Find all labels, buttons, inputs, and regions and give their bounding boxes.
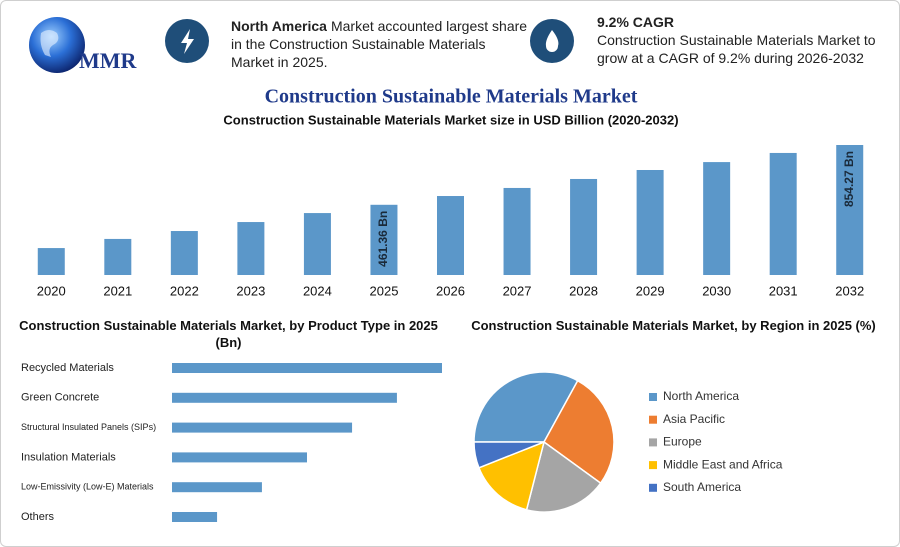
bar — [636, 169, 664, 275]
legend-label: South America — [663, 480, 741, 494]
value-label: 854.27 Bn — [842, 151, 856, 207]
y-tick-label: Insulation Materials — [21, 451, 116, 463]
legend-swatch — [649, 393, 657, 401]
x-tick-label: 2030 — [702, 283, 731, 298]
legend-label: North America — [663, 389, 739, 403]
bar — [836, 145, 864, 275]
pie-slice — [473, 441, 545, 469]
legend-label: Europe — [663, 435, 702, 449]
highlight: 9.2% CAGR Construction Sustainable Materi… — [597, 13, 887, 67]
highlight-bold: North America — [231, 18, 327, 34]
x-tick-label: 2020 — [37, 283, 66, 298]
bar — [437, 196, 464, 275]
bar — [503, 187, 531, 275]
x-tick-label: 2024 — [303, 283, 332, 298]
legend-swatch — [649, 415, 657, 424]
highlight-bold: 9.2% CAGR — [597, 14, 675, 30]
highlight-text: Market accounted largest share in the Co… — [231, 18, 528, 70]
bar — [703, 162, 731, 275]
bar — [570, 178, 598, 275]
legend-swatch — [649, 438, 657, 447]
bar — [172, 392, 397, 403]
bar — [172, 482, 262, 493]
chart-title: Construction Sustainable Materials Marke… — [19, 318, 438, 350]
y-tick-label: Recycled Materials — [21, 362, 114, 374]
x-tick-label: 2028 — [569, 283, 598, 298]
icon-drop — [545, 30, 559, 52]
chart-title: Construction Sustainable Materials Marke… — [471, 318, 876, 333]
icon-bolt — [181, 29, 194, 54]
bar — [769, 152, 797, 275]
bar — [170, 231, 198, 275]
bar — [104, 238, 132, 275]
x-tick-label: 2021 — [103, 283, 132, 298]
bar — [172, 422, 353, 433]
y-tick-label: Others — [21, 511, 55, 523]
x-tick-label: 2022 — [170, 283, 199, 298]
pie-slice — [525, 440, 602, 513]
legend-label: Asia Pacific — [663, 412, 725, 426]
legend-label: Middle East and Africa — [663, 457, 783, 471]
y-tick-label: Low-Emissivity (Low-E) Materials — [21, 482, 154, 492]
x-tick-label: 2026 — [436, 283, 465, 298]
main-title: Construction Sustainable Materials Marke… — [265, 86, 638, 108]
x-tick-label: 2031 — [769, 283, 798, 298]
y-tick-label: Structural Insulated Panels (SIPs) — [21, 422, 156, 432]
highlight: North America Market accounted largest sh… — [231, 17, 531, 71]
pie-slice — [477, 440, 546, 511]
legend-swatch — [649, 483, 657, 492]
logo-land — [40, 30, 59, 57]
pie-slice — [543, 379, 615, 485]
logo-globe — [29, 17, 85, 73]
bar — [172, 452, 307, 463]
bar — [303, 213, 331, 275]
x-tick-label: 2025 — [370, 283, 399, 298]
chart-title: Construction Sustainable Materials Marke… — [223, 112, 678, 127]
logo-text: MMR — [79, 48, 138, 73]
value-label: 461.36 Bn — [376, 211, 390, 267]
x-tick-label: 2029 — [636, 283, 665, 298]
highlight-text: Construction Sustainable Materials Marke… — [597, 32, 876, 66]
bar — [172, 363, 442, 373]
bar — [237, 222, 265, 275]
pie-slice — [473, 371, 579, 443]
bar — [172, 512, 218, 522]
legend-swatch — [649, 461, 657, 470]
x-tick-label: 2023 — [236, 283, 265, 298]
bar — [370, 204, 398, 275]
y-tick-label: Green Concrete — [21, 392, 99, 404]
x-tick-label: 2027 — [503, 283, 532, 298]
x-tick-label: 2032 — [835, 283, 864, 298]
bar — [37, 248, 65, 275]
